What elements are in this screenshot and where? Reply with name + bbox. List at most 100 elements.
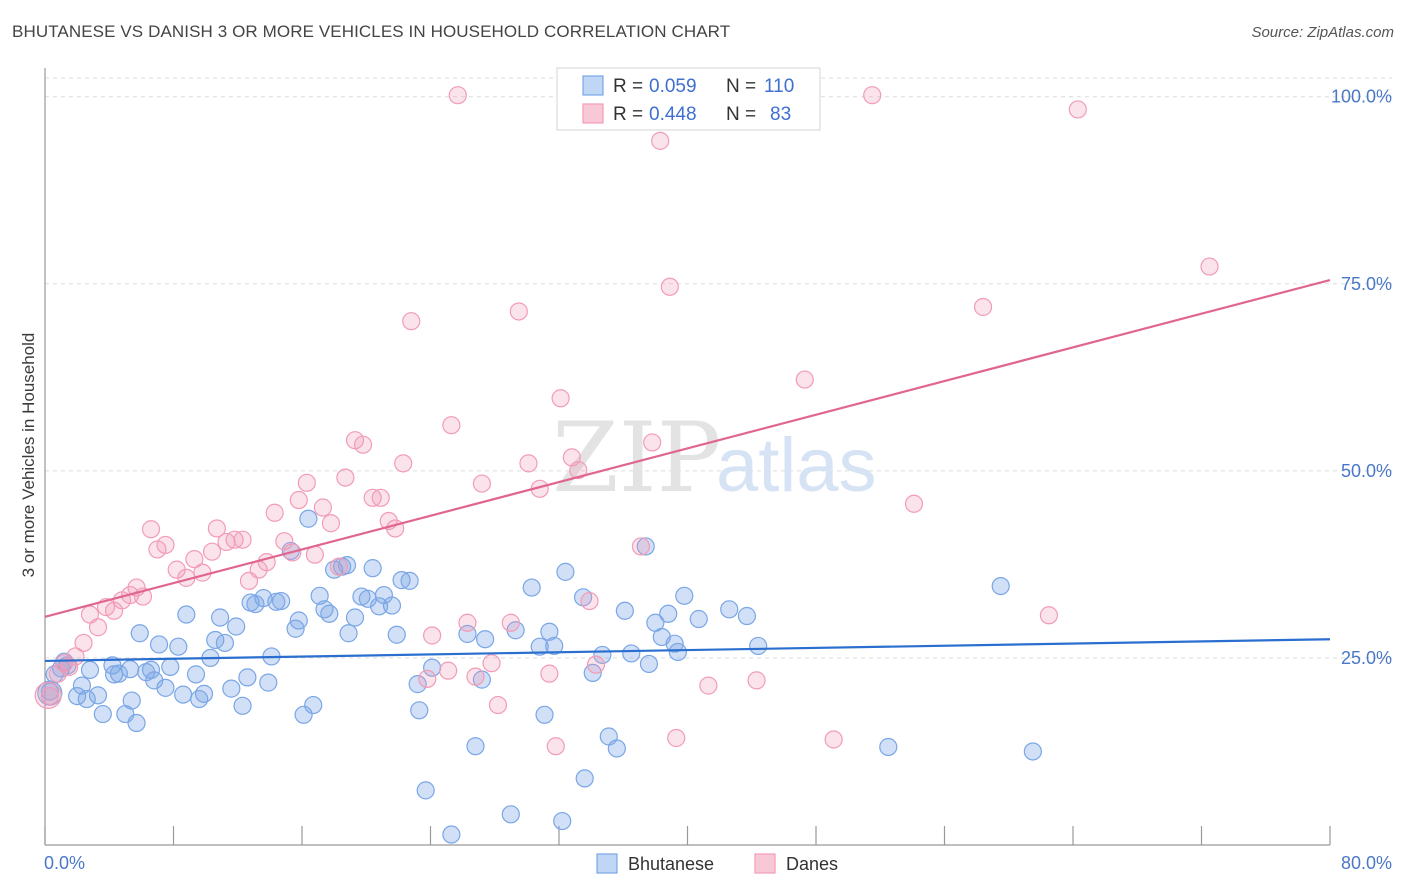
bhutanese-point (174, 685, 193, 704)
danes-point (442, 416, 461, 435)
y-tick-label: 100.0% (1331, 87, 1392, 107)
bhutanese-point (410, 701, 429, 720)
bhutanese-point (104, 665, 124, 684)
danes-point (313, 498, 332, 517)
bhutanese-point (222, 679, 241, 698)
bhutanese-point (675, 586, 694, 605)
bhutanese-point (749, 636, 768, 656)
y-tick-label: 50.0% (1341, 461, 1392, 481)
danes-point (863, 86, 882, 105)
bhutanese-point (80, 660, 100, 679)
legend-box: R = 0.059 N = 110 R = 0.448 N = 83 (556, 67, 821, 131)
danes-point (336, 468, 355, 487)
bhutanese-point (575, 769, 594, 788)
bhutanese-point (370, 597, 389, 616)
bhutanese-point (545, 636, 564, 656)
legend-swatch-danes (582, 103, 604, 124)
bottom-legend-danes: Danes (786, 854, 838, 874)
danes-point (546, 737, 565, 756)
danes-point (329, 557, 349, 576)
bottom-legend-swatch-danes (754, 853, 776, 874)
chart-title: BHUTANESE VS DANISH 3 OR MORE VEHICLES I… (12, 22, 731, 41)
danes-point (88, 618, 108, 637)
bhutanese-point (210, 608, 230, 627)
bhutanese-point (156, 678, 175, 697)
danes-point (202, 542, 222, 561)
bhutanese-point (668, 642, 687, 662)
trend-lines (44, 278, 1331, 663)
bhutanese-point (190, 689, 209, 709)
danes-point (448, 86, 467, 105)
bhutanese-point (161, 657, 180, 677)
danes-point (265, 503, 284, 522)
bottom-legend-bhutanese: Bhutanese (628, 854, 714, 874)
danes-point (586, 655, 606, 674)
axes (44, 68, 1331, 846)
danes-point (667, 728, 686, 748)
bhutanese-point (540, 622, 559, 641)
legend-r-label-2: R = (613, 104, 643, 125)
danes-point (501, 613, 520, 632)
watermark: ZIP atlas (552, 402, 877, 514)
bhutanese-point (272, 591, 291, 611)
danes-point (418, 669, 437, 688)
bhutanese-point (127, 713, 146, 733)
bhutanese-point (737, 606, 757, 626)
bottom-legend: Bhutanese Danes (596, 853, 838, 874)
danes-point (482, 654, 501, 673)
bhutanese-point (553, 811, 572, 831)
danes-point (795, 370, 814, 389)
bhutanese-point (233, 696, 252, 715)
danes-point (747, 671, 766, 690)
danes-point (207, 519, 226, 538)
bhutanese-point (339, 624, 358, 643)
danes-point (824, 730, 843, 749)
bhutanese-point (294, 705, 313, 724)
bhutanese-point (267, 592, 286, 611)
danes-point (289, 490, 308, 510)
legend-r-value-1: 0.059 (649, 76, 697, 97)
bhutanese-points (37, 509, 1042, 844)
danes-point (321, 514, 341, 533)
bhutanese-point (400, 571, 419, 590)
danes-point (141, 520, 161, 539)
bhutanese-point (639, 654, 659, 674)
source-credit: Source: ZipAtlas.com (1251, 24, 1394, 41)
bhutanese-point (238, 668, 257, 687)
legend-n-label-2: N = (726, 104, 756, 125)
bhutanese-point (186, 665, 206, 684)
danes-point (371, 488, 390, 507)
y-tick-label: 25.0% (1341, 648, 1392, 668)
bhutanese-point (227, 617, 246, 636)
danes-point (297, 473, 316, 492)
bhutanese-point (615, 601, 634, 620)
danes-points (34, 86, 1219, 756)
bhutanese-point (879, 737, 898, 757)
bhutanese-point (556, 562, 575, 581)
gridlines (45, 77, 1392, 659)
bhutanese-point (40, 682, 59, 701)
bhutanese-point (345, 608, 365, 627)
bhutanese-point (77, 689, 96, 709)
bhutanese-point (310, 586, 329, 605)
bhutanese-point (416, 781, 435, 800)
danes-point (394, 454, 413, 473)
danes-point (651, 131, 670, 150)
bottom-legend-swatch-bhutanese (596, 853, 618, 874)
bhutanese-point (442, 825, 461, 844)
tick-labels: 25.0% 50.0% 75.0% 100.0% 0.0% 80.0% (44, 87, 1392, 873)
danes-point (643, 433, 662, 452)
bhutanese-point (1023, 742, 1042, 761)
bhutanese-point (408, 675, 427, 694)
danes-point (1039, 606, 1059, 625)
y-axis-label: 3 or more Vehicles in Household (19, 333, 38, 578)
y-tick-label: 75.0% (1341, 274, 1392, 294)
danes-point (519, 454, 538, 473)
bhutanese-point (522, 578, 541, 597)
x-tick-label-min: 0.0% (44, 853, 85, 873)
bhutanese-point (689, 609, 708, 629)
danes-point (509, 302, 528, 321)
danes-point (466, 667, 485, 686)
danes-point (74, 633, 93, 653)
